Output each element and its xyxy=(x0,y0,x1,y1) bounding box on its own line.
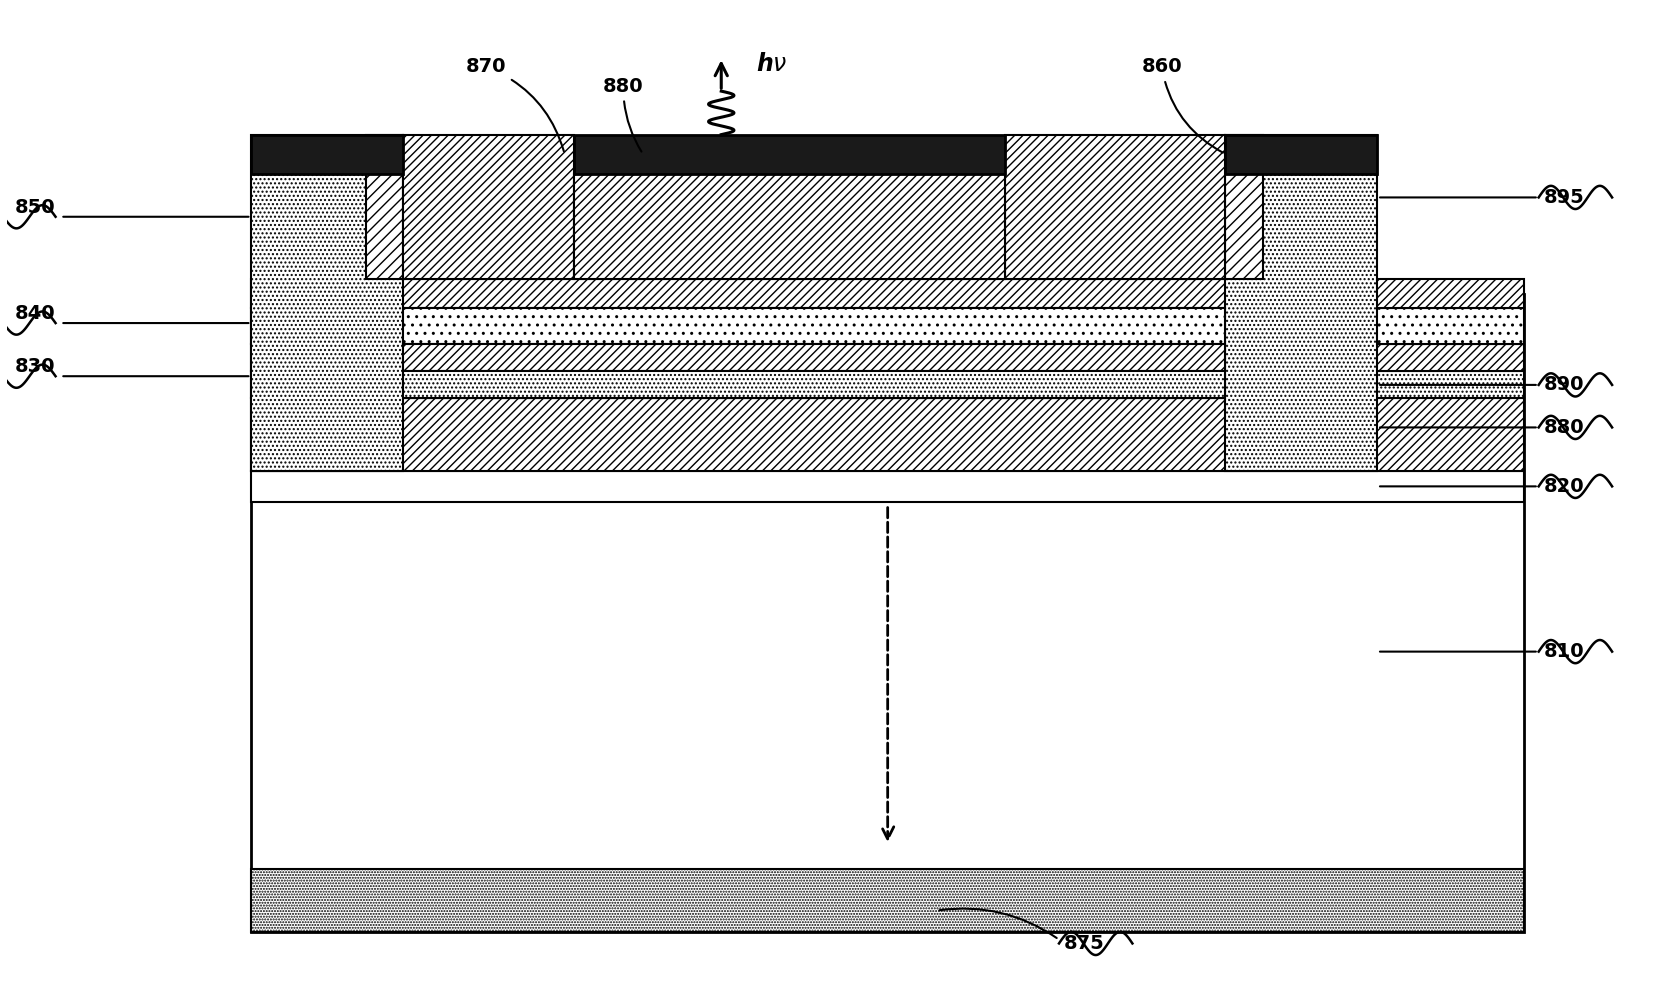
Bar xyxy=(404,307,1226,344)
Bar xyxy=(251,399,1524,471)
Bar xyxy=(251,471,1524,502)
Bar xyxy=(251,134,404,174)
Bar xyxy=(1005,134,1226,278)
Bar xyxy=(365,134,404,278)
Bar xyxy=(575,174,1005,278)
Text: 880: 880 xyxy=(603,77,643,152)
Text: 810: 810 xyxy=(1544,642,1585,661)
Bar xyxy=(575,134,1005,174)
Text: 850: 850 xyxy=(15,198,55,217)
Text: 840: 840 xyxy=(15,304,55,323)
Bar xyxy=(251,134,404,471)
Bar xyxy=(251,372,1524,399)
Bar xyxy=(251,869,1524,931)
Bar xyxy=(251,294,1524,931)
Text: 895: 895 xyxy=(1544,188,1585,207)
Text: h$\nu$: h$\nu$ xyxy=(755,52,787,77)
Bar xyxy=(1226,134,1377,471)
Text: 875: 875 xyxy=(1064,934,1104,953)
Bar xyxy=(404,134,575,278)
Text: 830: 830 xyxy=(15,357,55,376)
Text: 870: 870 xyxy=(466,58,564,151)
Text: 860: 860 xyxy=(1141,58,1223,153)
Bar xyxy=(1226,134,1377,174)
Text: 820: 820 xyxy=(1544,477,1585,496)
Bar xyxy=(251,344,1524,372)
Bar xyxy=(251,278,1524,307)
Bar xyxy=(251,307,1524,344)
Bar xyxy=(1226,134,1263,278)
Bar xyxy=(404,372,1226,399)
Text: 880: 880 xyxy=(1544,417,1585,437)
Text: 890: 890 xyxy=(1544,376,1585,395)
Bar xyxy=(404,344,1226,372)
